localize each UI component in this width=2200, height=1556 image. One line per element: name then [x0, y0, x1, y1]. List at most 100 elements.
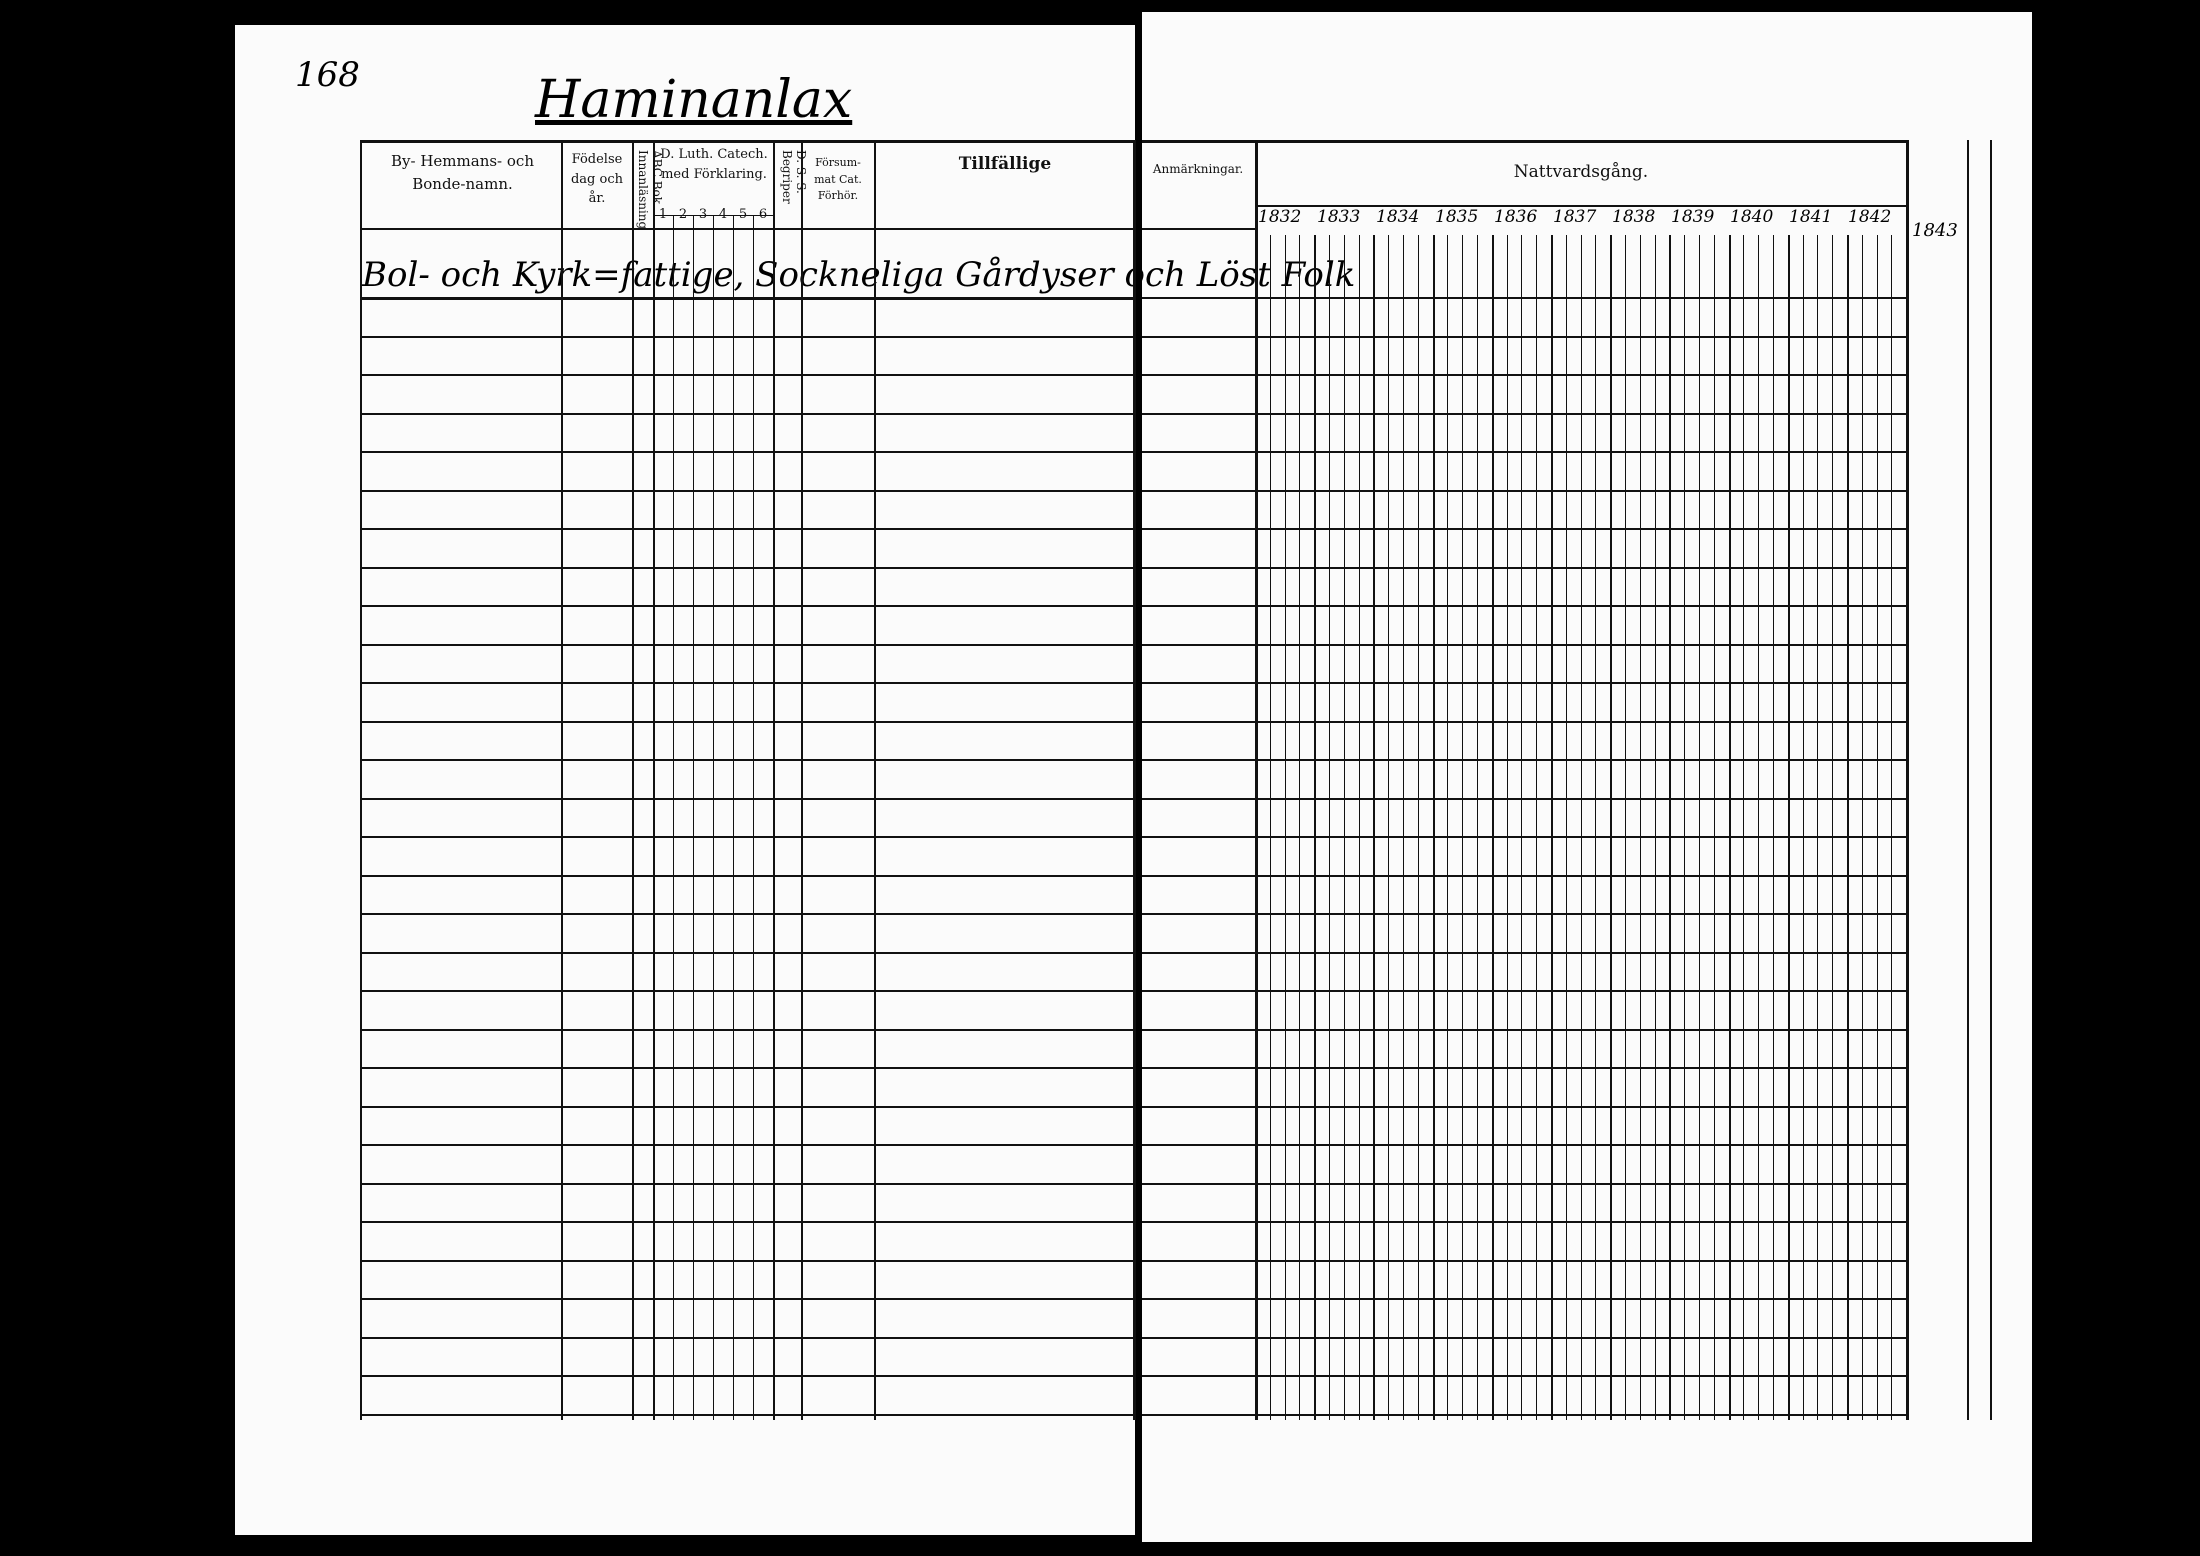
rule-line	[360, 412, 1135, 415]
rule-line	[773, 140, 775, 1420]
rule-line	[360, 836, 1135, 838]
rule-line	[1142, 1259, 1907, 1262]
rule-line	[360, 566, 1135, 569]
rule-line	[653, 140, 655, 1420]
rule-line	[1625, 235, 1626, 1420]
header-name: By- Hemmans- och Bonde-namn.	[391, 152, 534, 193]
rule-line	[1142, 1298, 1907, 1300]
rule-line	[1284, 235, 1286, 1420]
catech-part-label: 6	[753, 205, 773, 225]
rule-line	[360, 1298, 1135, 1300]
catech-part-label: 5	[733, 205, 753, 225]
rule-line	[360, 990, 1135, 992]
rule-line	[1329, 235, 1330, 1420]
rule-line	[1142, 605, 1907, 607]
rule-line	[1142, 836, 1907, 838]
rule-line	[1491, 235, 1494, 1420]
rule-line	[1684, 235, 1686, 1420]
rule-line	[1142, 797, 1907, 800]
rule-line	[673, 215, 674, 1420]
rule-line	[360, 451, 1135, 453]
header-tillfallige: Tillfällige	[958, 154, 1052, 174]
rule-line	[360, 297, 1135, 300]
rule-line	[1314, 235, 1317, 1420]
rule-line	[1142, 643, 1907, 646]
rule-line	[1417, 235, 1419, 1420]
rule-line	[1299, 235, 1301, 1420]
rule-line	[1699, 235, 1700, 1420]
section-heading: Bol- och Kyrk=fattige, Sockneliga Gårdys…	[362, 255, 1356, 295]
rule-line	[360, 1336, 1135, 1339]
year-label: 1833	[1317, 207, 1361, 227]
rule-line	[360, 1067, 1135, 1069]
rule-line	[1142, 759, 1907, 761]
rule-line	[1447, 235, 1449, 1420]
rule-line	[1142, 1336, 1907, 1339]
rule-line	[733, 215, 734, 1420]
rule-line	[1743, 235, 1745, 1420]
page-number: 168	[295, 55, 360, 95]
rule-line	[1713, 235, 1715, 1420]
rule-line	[360, 951, 1135, 954]
rule-line	[1142, 1028, 1907, 1031]
catech-part-label: 3	[693, 205, 713, 225]
catech-part-label: 2	[673, 205, 693, 225]
rule-line	[1462, 235, 1464, 1420]
rule-line	[360, 528, 1135, 530]
year-label: 1839	[1671, 207, 1715, 227]
year-label: 1832	[1258, 207, 1302, 227]
header-dss: D. S. S. Begriper	[780, 150, 808, 204]
rule-line	[360, 1144, 1135, 1146]
rule-line	[360, 913, 1135, 915]
rule-line	[1256, 205, 1906, 207]
rule-line	[1832, 235, 1834, 1420]
rule-line	[1142, 412, 1907, 415]
rule-line	[1255, 235, 1257, 1420]
header-forsummat: Försum-mat Cat. Förhör.	[814, 156, 862, 202]
rule-line	[1142, 990, 1907, 992]
rule-line	[1477, 235, 1478, 1420]
rule-line	[1551, 235, 1553, 1420]
rule-line	[1142, 1067, 1907, 1069]
rule-line	[1142, 1182, 1907, 1185]
rule-line	[1521, 235, 1523, 1420]
header-birth: Födelse dag och år.	[570, 152, 623, 206]
rule-line	[360, 374, 1135, 376]
rule-line	[360, 759, 1135, 761]
rule-line	[1787, 235, 1790, 1420]
rule-line	[1654, 235, 1656, 1420]
rule-line	[1142, 1144, 1907, 1146]
rule-line	[1802, 235, 1804, 1420]
rule-line	[1142, 1221, 1907, 1223]
rule-line	[1142, 140, 1907, 143]
rule-line	[1565, 235, 1567, 1420]
rule-line	[360, 228, 1135, 230]
rule-line	[360, 605, 1135, 607]
rule-line	[1595, 235, 1597, 1420]
rule-line	[1142, 451, 1907, 453]
rule-line	[360, 797, 1135, 800]
rule-line	[360, 140, 362, 1420]
rule-line	[561, 140, 563, 1420]
header-catech: D. Luth. Catech. med Förklaring.	[660, 147, 768, 182]
year-label: 1840	[1730, 207, 1774, 227]
year-label: 1837	[1553, 207, 1597, 227]
rule-line	[1506, 235, 1508, 1420]
rule-line	[801, 140, 803, 1420]
rule-line	[360, 874, 1135, 877]
rule-line	[1876, 235, 1878, 1420]
year-label: 1835	[1435, 207, 1479, 227]
rule-line	[1142, 682, 1907, 684]
catech-part-label: 1	[653, 205, 673, 225]
rule-line	[1758, 235, 1760, 1420]
catech-part-label: 4	[713, 205, 733, 225]
rule-line	[1847, 235, 1849, 1420]
year-label: 1841	[1789, 207, 1833, 227]
year-label: 1834	[1376, 207, 1420, 227]
rule-line	[1610, 235, 1613, 1420]
rule-line	[360, 682, 1135, 684]
rule-line	[713, 215, 714, 1420]
rule-line	[1142, 528, 1907, 530]
village-name: Haminanlax	[535, 70, 853, 130]
rule-line	[360, 1028, 1135, 1031]
